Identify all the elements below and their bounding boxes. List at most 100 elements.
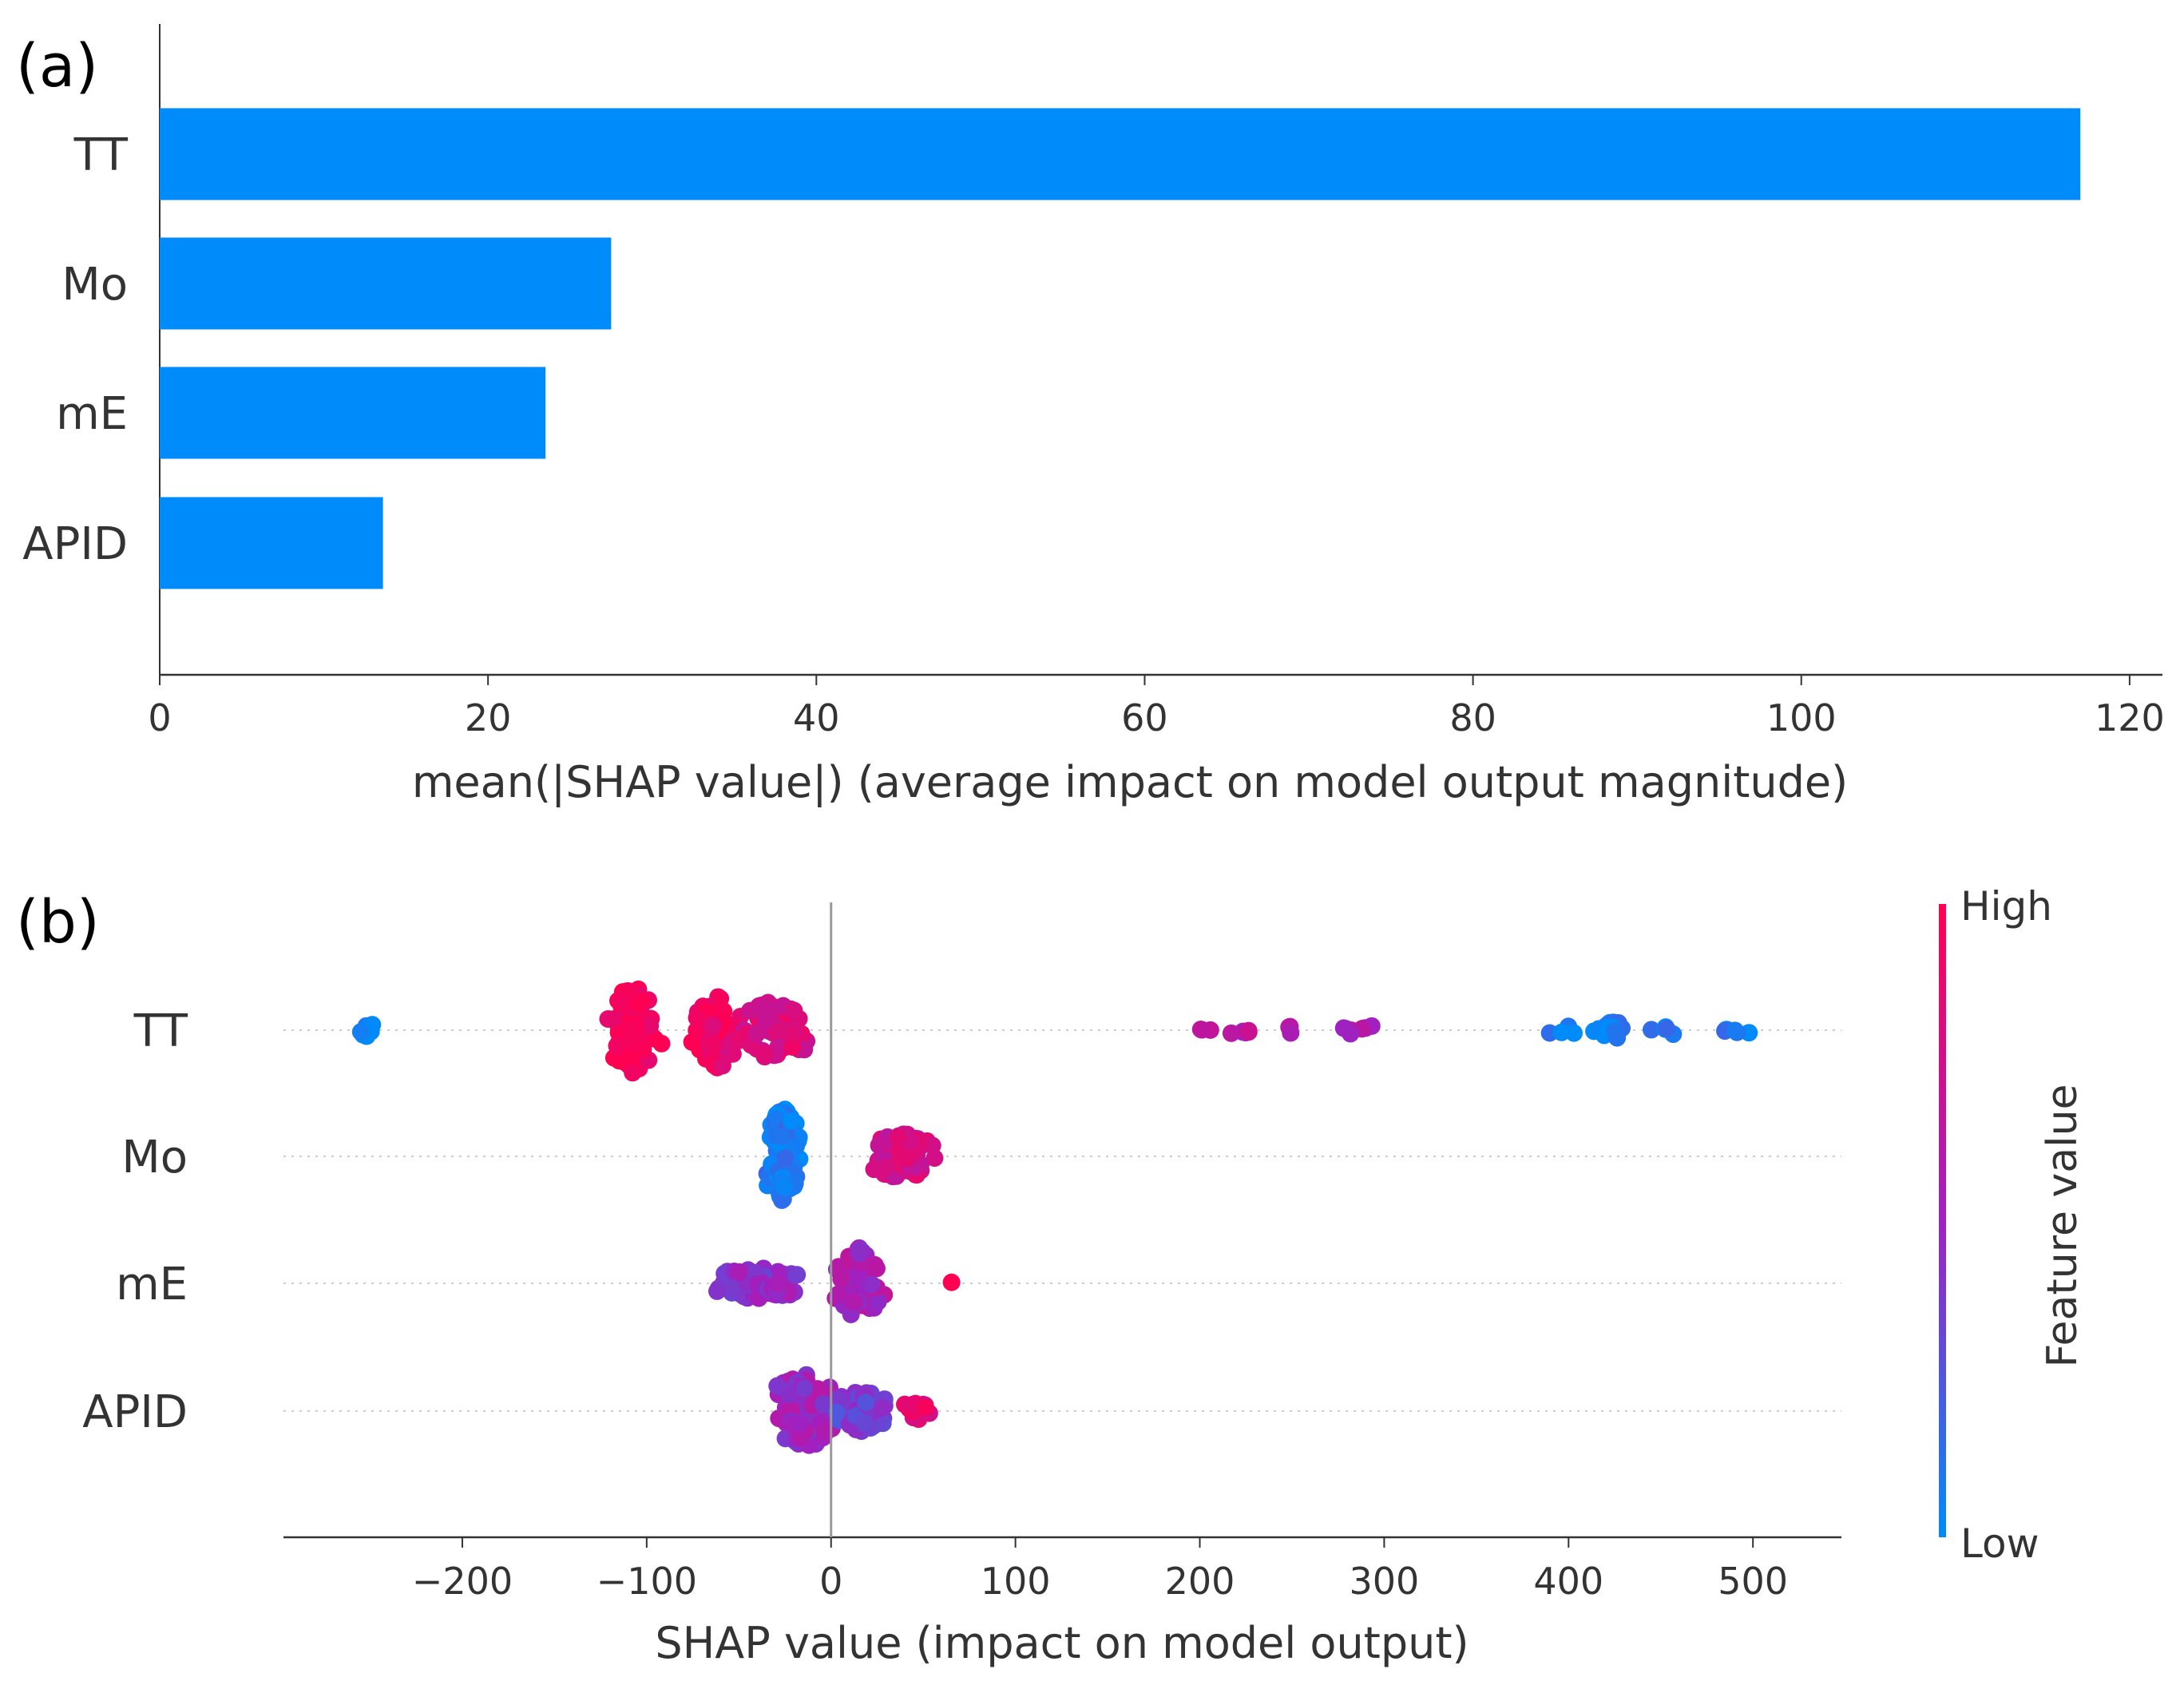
x-tick-label: 0: [819, 1560, 842, 1603]
shap-point-tt: [690, 1009, 708, 1028]
shap-point-apid: [855, 1414, 874, 1433]
shap-point-tt: [1552, 1023, 1571, 1041]
shap-point-me: [869, 1293, 887, 1311]
shap-point-tt: [755, 1045, 773, 1063]
shap-point-tt: [608, 1037, 626, 1055]
y-tick-label-me: mE: [116, 1259, 188, 1310]
shap-point-me: [942, 1273, 961, 1291]
x-tick-label: −100: [597, 1560, 697, 1603]
colorbar-title: Feature value: [2039, 1084, 2087, 1367]
shap-point-apid: [808, 1380, 826, 1398]
shap-point-mo: [898, 1149, 916, 1168]
shap-point-me: [850, 1244, 869, 1263]
x-tick-label: 40: [793, 696, 840, 739]
shap-point-tt: [623, 1021, 641, 1039]
shap-point-tt: [1658, 1020, 1676, 1038]
shap-point-tt: [741, 1001, 759, 1020]
shap-point-mo: [776, 1149, 795, 1168]
y-tick-label-me: mE: [56, 388, 128, 440]
bar-me: [160, 367, 546, 459]
shap-point-tt: [1222, 1024, 1240, 1042]
shap-point-tt: [711, 989, 730, 1008]
shap-point-apid: [857, 1394, 875, 1412]
shap-point-me: [708, 1282, 726, 1300]
x-tick-label: 300: [1349, 1560, 1419, 1603]
shap-point-apid: [873, 1399, 891, 1417]
shap-point-apid: [791, 1429, 810, 1447]
shap-point-me: [730, 1263, 748, 1281]
shap-point-me: [866, 1258, 885, 1276]
colorbar-high-label: High: [1960, 883, 2052, 930]
bar-mo: [160, 237, 612, 330]
x-tick-label: 80: [1449, 696, 1496, 739]
x-tick-label: 60: [1121, 696, 1168, 739]
shap-point-tt: [604, 1010, 623, 1029]
shap-point-mo: [773, 1128, 791, 1146]
shap-point-tt: [771, 1021, 789, 1039]
shap-point-apid: [791, 1414, 809, 1433]
shap-point-tt: [1606, 1022, 1624, 1041]
shap-point-me: [862, 1275, 881, 1294]
shap-point-tt: [1642, 1021, 1660, 1039]
colorbar: [1939, 904, 1946, 1537]
x-tick-label: 400: [1533, 1560, 1603, 1603]
shap-point-tt: [755, 1001, 774, 1019]
shap-point-me: [768, 1275, 787, 1293]
y-tick-label-tt: TT: [73, 129, 129, 181]
y-tick-label-apid: APID: [82, 1386, 188, 1438]
shap-point-tt: [1239, 1023, 1258, 1041]
y-tick-label-tt: TT: [133, 1005, 188, 1057]
shap-point-me: [788, 1266, 807, 1284]
shap-point-tt: [1334, 1019, 1353, 1037]
panel-b-x-label: SHAP value (impact on model output): [655, 1618, 1469, 1668]
x-tick-label: 100: [1766, 696, 1837, 739]
x-tick-label: 500: [1718, 1560, 1788, 1603]
shap-point-tt: [634, 1041, 652, 1059]
shap-point-tt: [1193, 1021, 1211, 1039]
shap-point-tt: [713, 1057, 731, 1075]
panel-b: (b) TT Mo mE APID −200 −100 0 100 200 300 400 500 S…: [16, 883, 2087, 1668]
shap-point-tt: [1726, 1021, 1744, 1040]
x-tick-label: 0: [148, 696, 171, 739]
shap-point-tt: [624, 1064, 642, 1082]
shap-point-tt: [704, 1037, 723, 1055]
shap-point-apid: [768, 1377, 787, 1395]
y-tick-label-mo: Mo: [121, 1132, 188, 1183]
shap-point-tt: [351, 1023, 370, 1041]
shap-point-apid: [916, 1398, 934, 1417]
bar-tt: [160, 108, 2081, 200]
panel-a-x-label: mean(|SHAP value|) (average impact on mo…: [412, 757, 1848, 807]
x-tick-label: −200: [412, 1560, 513, 1603]
shap-point-tt: [620, 983, 639, 1001]
x-tick-label: 100: [981, 1560, 1051, 1603]
y-tick-label-mo: Mo: [61, 259, 128, 311]
y-tick-label-apid: APID: [22, 518, 128, 570]
shap-point-tt: [783, 1037, 802, 1056]
bar-apid: [160, 497, 383, 589]
shap-point-tt: [747, 1025, 766, 1043]
shap-point-mo: [890, 1128, 908, 1146]
x-tick-label: 20: [465, 696, 512, 739]
panel-b-label: (b): [16, 888, 100, 957]
shap-point-mo: [878, 1158, 896, 1176]
panel-a-label: (a): [16, 32, 98, 101]
shap-point-mo: [775, 1178, 794, 1196]
shap-point-me: [845, 1293, 863, 1311]
shap-point-tt: [785, 1001, 803, 1020]
shap-point-tt: [1282, 1024, 1300, 1042]
shap-point-apid: [815, 1421, 834, 1440]
shap-point-apid: [815, 1395, 833, 1413]
shap-point-apid: [827, 1404, 846, 1422]
shap-point-mo: [870, 1136, 888, 1155]
shap-point-mo: [782, 1112, 800, 1130]
shap-point-tt: [641, 1017, 660, 1035]
colorbar-low-label: Low: [1960, 1520, 2039, 1567]
shap-point-tt: [704, 1017, 722, 1035]
x-tick-label: 200: [1165, 1560, 1235, 1603]
x-tick-label: 120: [2095, 696, 2165, 739]
shap-point-me: [832, 1270, 850, 1288]
shap-point-apid: [795, 1379, 814, 1398]
panel-a: (a) TT Mo mE APID 0 20 40 60 80 100 120 mean(|SHAP…: [16, 24, 2165, 807]
shap-point-me: [829, 1285, 847, 1303]
